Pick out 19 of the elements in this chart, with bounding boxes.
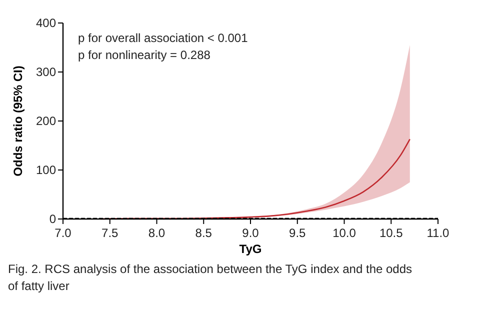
x-tick-label: 10.0 (332, 226, 356, 240)
x-tick-label: 7.0 (54, 226, 72, 240)
y-tick-label: 200 (36, 114, 56, 128)
annotation: p for overall association < 0.001 (78, 31, 248, 45)
annotation: p for nonlinearity = 0.288 (78, 48, 211, 62)
x-tick-label: 8.5 (195, 226, 212, 240)
x-tick-label: 9.5 (289, 226, 306, 240)
y-tick-label: 400 (36, 16, 56, 30)
y-tick-label: 0 (49, 212, 56, 226)
x-tick-label: 8.0 (148, 226, 166, 240)
y-axis-title: Odds ratio (95% CI) (11, 66, 25, 176)
y-tick-label: 300 (36, 65, 56, 79)
x-axis-title: TyG (239, 242, 262, 256)
x-tick-label: 11.0 (426, 226, 450, 240)
x-tick-label: 7.5 (102, 226, 119, 240)
caption: Fig. 2. RCS analysis of the association between the TyG index and the odds of fatty liver (8, 262, 412, 293)
x-tick-label: 9.0 (242, 226, 260, 240)
y-tick-label: 100 (36, 163, 56, 177)
x-tick-label: 10.5 (379, 226, 404, 240)
